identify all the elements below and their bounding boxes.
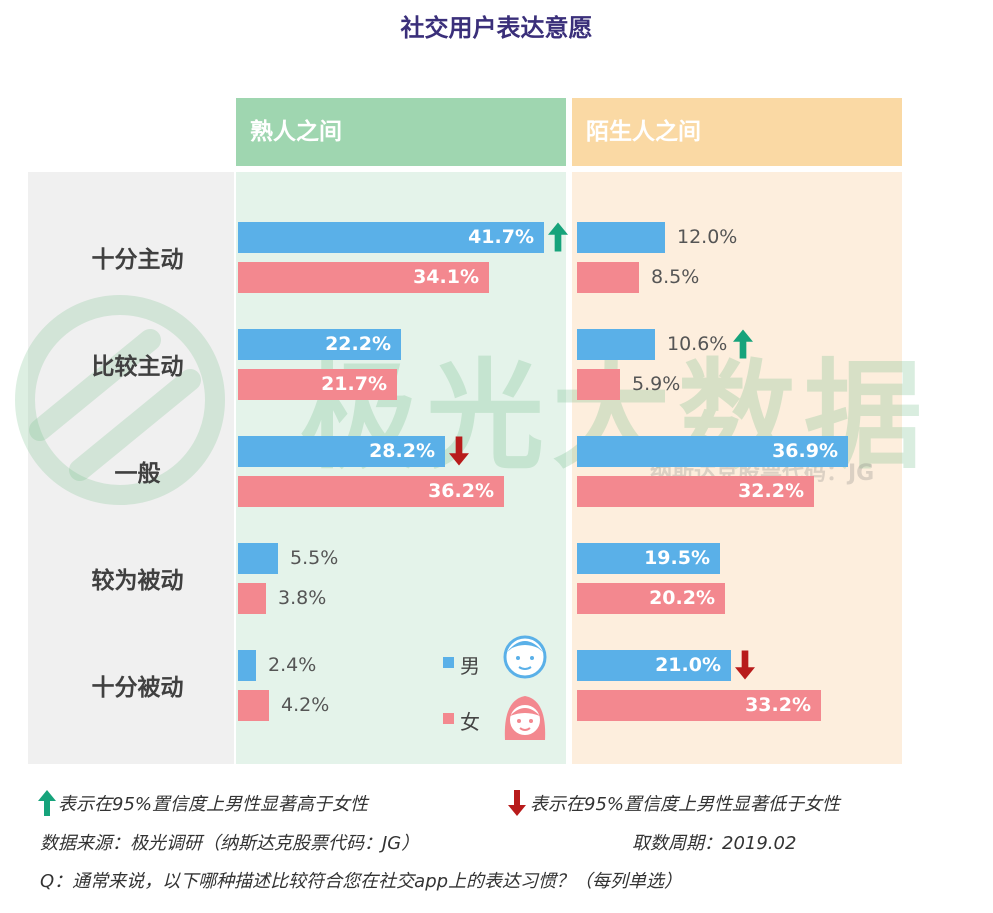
bar-female (238, 476, 504, 507)
note-down: 表示在95%置信度上男性显著低于女性 (530, 794, 841, 815)
bar-value-label: 4.2% (281, 694, 330, 716)
bar-value-label: 36.9% (772, 440, 838, 462)
category-label: 十分被动 (91, 675, 184, 701)
bar-value-label: 34.1% (413, 266, 479, 288)
legend-female-label: 女 (460, 710, 480, 734)
significance-down-icon (735, 650, 755, 680)
significance-up-icon (548, 222, 568, 252)
bar-female (577, 476, 814, 507)
bar-value-label: 36.2% (428, 480, 494, 502)
category-label: 较为被动 (91, 568, 184, 594)
bar-value-label: 8.5% (651, 266, 700, 288)
bar-male (577, 650, 731, 681)
bar-female (238, 262, 489, 293)
bar-value-label: 3.8% (278, 587, 327, 609)
category-column-bg (28, 172, 234, 764)
data-period: 取数周期：2019.02 (632, 833, 797, 854)
category-label: 一般 (114, 461, 161, 487)
legend-male-swatch (443, 657, 454, 668)
bar-value-label: 10.6% (667, 333, 728, 355)
bar-value-label: 21.7% (321, 373, 387, 395)
survey-question: Q：通常来说，以下哪种描述比较符合您在社交app上的表达习惯？（每列单选） (40, 871, 683, 892)
bar-male (238, 329, 401, 360)
bar-male (577, 329, 655, 360)
bar-value-label: 19.5% (644, 547, 710, 569)
bar-value-label: 33.2% (745, 694, 811, 716)
bar-female (577, 583, 725, 614)
significance-up-icon (733, 329, 753, 359)
bar-male (238, 222, 544, 253)
bar-value-label: 28.2% (369, 440, 435, 462)
bar-female (238, 583, 266, 614)
bar-male (577, 436, 848, 467)
data-source: 数据来源：极光调研（纳斯达克股票代码：JG） (40, 833, 420, 854)
bar-female (577, 262, 639, 293)
legend-female-swatch (443, 713, 454, 724)
bar-male (238, 543, 278, 574)
down-arrow-icon (508, 790, 526, 816)
bar-female (577, 690, 821, 721)
panel-header-acquaintance: 熟人之间 (236, 98, 566, 166)
significance-down-icon (449, 436, 469, 466)
note-up: 表示在95%置信度上男性显著高于女性 (58, 794, 369, 815)
bar-male (577, 222, 665, 253)
bar-male (238, 436, 445, 467)
bar-value-label: 32.2% (738, 480, 804, 502)
bar-male (238, 650, 256, 681)
legend-male-label: 男 (460, 654, 480, 678)
bar-value-label: 12.0% (677, 226, 738, 248)
bar-value-label: 21.0% (655, 654, 721, 676)
category-label: 比较主动 (91, 354, 184, 380)
bar-value-label: 22.2% (325, 333, 391, 355)
male-avatar-icon (503, 635, 547, 679)
bar-female (238, 690, 269, 721)
bar-value-label: 2.4% (268, 654, 317, 676)
bar-male (577, 543, 720, 574)
bar-female (238, 369, 397, 400)
chart-title: 社交用户表达意愿 (400, 14, 593, 42)
category-label: 十分主动 (91, 247, 184, 273)
female-avatar-icon (504, 696, 546, 740)
watermark-logo (15, 295, 225, 505)
up-arrow-icon (38, 790, 56, 816)
bar-value-label: 5.5% (290, 547, 339, 569)
bar-female (577, 369, 620, 400)
bar-value-label: 41.7% (468, 226, 534, 248)
panel-header-stranger: 陌生人之间 (572, 98, 902, 166)
bar-value-label: 20.2% (649, 587, 715, 609)
bar-value-label: 5.9% (632, 373, 681, 395)
